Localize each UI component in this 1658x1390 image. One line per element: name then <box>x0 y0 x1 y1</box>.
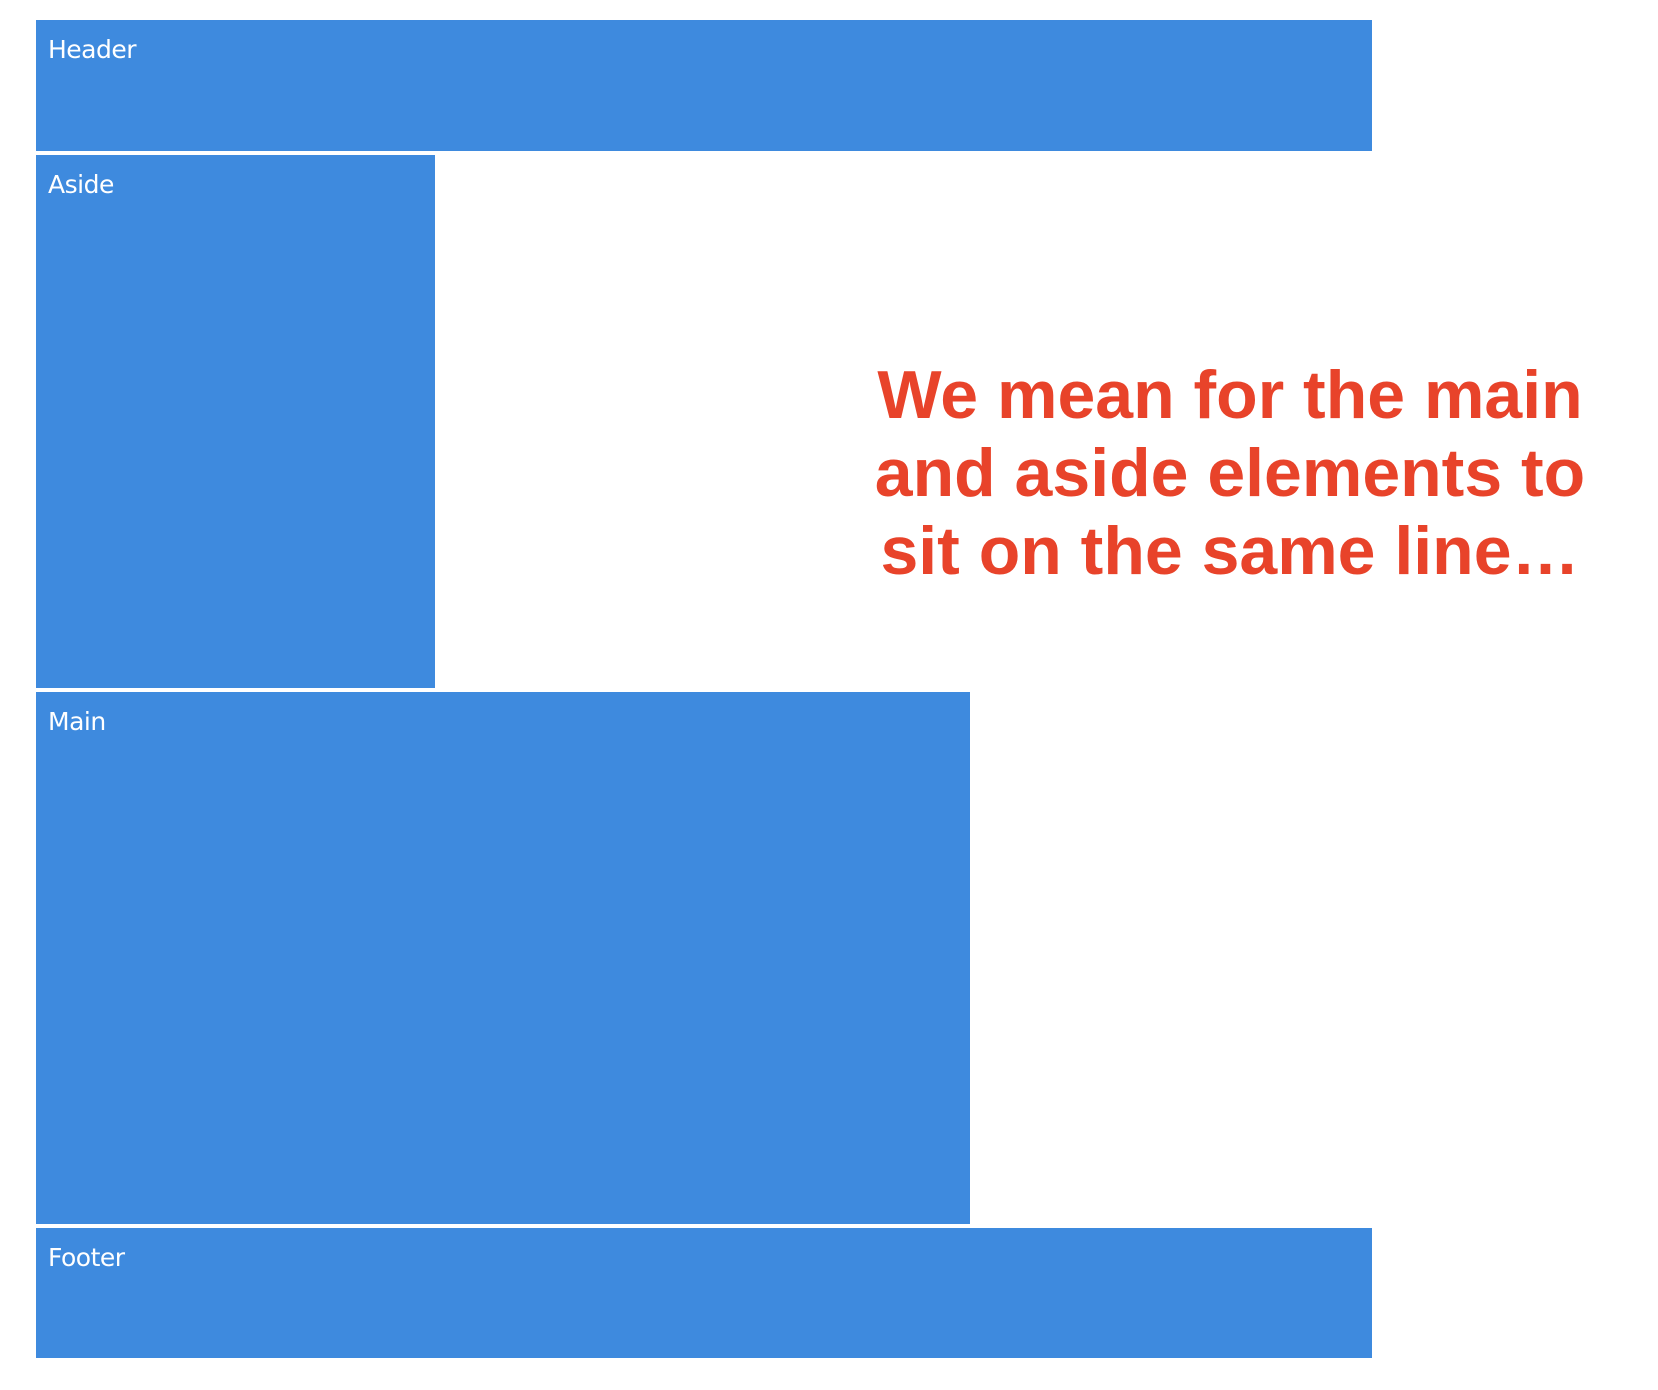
callout-text: We mean for the main and aside elements … <box>874 357 1586 589</box>
aside-label: Aside <box>48 170 114 199</box>
aside-box: Aside <box>36 155 435 688</box>
main-box: Main <box>36 692 970 1224</box>
header-label: Header <box>48 35 137 64</box>
header-box: Header <box>36 20 1372 151</box>
footer-label: Footer <box>48 1243 125 1272</box>
footer-box: Footer <box>36 1228 1372 1358</box>
main-label: Main <box>48 707 106 736</box>
